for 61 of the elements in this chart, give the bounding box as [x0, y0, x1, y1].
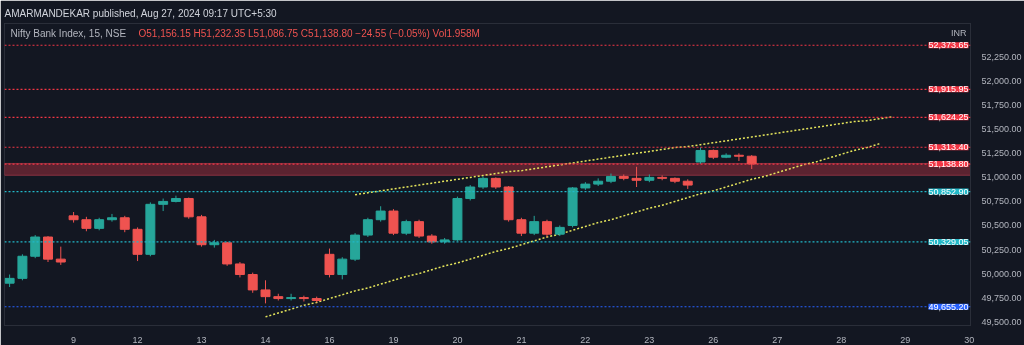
candlestick — [324, 248, 335, 278]
candlestick — [733, 152, 744, 162]
ref-line-label: 51,624.25 — [928, 112, 969, 123]
x-tick-label: 29 — [900, 334, 911, 345]
candlestick — [298, 295, 309, 302]
line-series — [264, 142, 881, 318]
x-tick-label: 16 — [324, 334, 335, 345]
y-tick-label: 52,250.00 — [981, 52, 1022, 63]
y-tick-label: 51,750.00 — [981, 100, 1022, 111]
x-tick-label: 9 — [71, 334, 77, 345]
x-tick-label: 23 — [644, 334, 655, 345]
x-tick-label: 13 — [196, 334, 207, 345]
ref-line-label: 51,313.40 — [928, 142, 969, 153]
x-tick-label: 12 — [132, 334, 143, 345]
candlestick — [529, 215, 540, 236]
y-tick-label: 49,750.00 — [981, 292, 1022, 303]
candlestick — [516, 217, 527, 237]
candlestick — [107, 213, 117, 223]
x-tick-label: 20 — [452, 334, 463, 345]
candlestick — [30, 234, 41, 259]
x-tick-label: 28 — [836, 334, 847, 345]
y-tick-label: 50,000.00 — [981, 268, 1022, 279]
y-tick-label: 51,500.00 — [981, 124, 1022, 135]
annotation: INR — [951, 27, 967, 38]
candlestick — [260, 279, 271, 304]
candlestick — [362, 217, 373, 238]
x-tick-label: 21 — [516, 334, 527, 345]
candlestick — [337, 256, 348, 280]
candlestick — [17, 253, 28, 281]
y-tick-label: 49,500.00 — [981, 316, 1022, 327]
candlestick — [286, 293, 297, 301]
candlestick — [388, 208, 399, 236]
candlestick — [55, 246, 66, 266]
chart-title: Nifty Bank Index, 15, NSE — [10, 27, 127, 39]
x-tick-label: 19 — [388, 334, 399, 345]
x-tick-label: 22 — [580, 334, 591, 345]
x-tick-label: 14 — [260, 334, 271, 345]
x-tick-label: 27 — [772, 334, 783, 345]
ref-line-label: 49,655.20 — [928, 301, 969, 312]
candlestick — [247, 272, 258, 294]
candlestick — [657, 174, 668, 181]
y-tick-label: 52,000.00 — [981, 76, 1022, 87]
y-tick-label: 50,500.00 — [981, 220, 1022, 231]
candlestick — [414, 219, 425, 239]
ref-line-label: 51,138.80 — [928, 159, 969, 170]
ref-line-label: 52,373.65 — [928, 40, 969, 51]
y-tick-label: 51,000.00 — [981, 172, 1022, 183]
x-tick-label: 30 — [964, 334, 975, 345]
ref-line-label: 51,915.95 — [928, 84, 969, 95]
candlestick — [222, 241, 233, 267]
ref-line-label: 50,852.90 — [928, 186, 969, 197]
ref-line-label: 50,329.05 — [928, 236, 969, 247]
chart-subtitle: O51,156.15 H51,232.35 L51,086.75 C51,138.80 −24.55 (−0.05%) Vol1.958M — [138, 27, 480, 39]
candlestick — [43, 235, 53, 263]
line-series — [354, 116, 894, 196]
y-tick-label: 50,750.00 — [981, 196, 1022, 207]
candlestick — [631, 166, 642, 188]
y-tick-label: 51,250.00 — [981, 148, 1022, 159]
y-tick-label: 50,250.00 — [981, 244, 1022, 255]
text: AMARMANDEKAR published, Aug 27, 2024 09:17 UTC+5:30 — [4, 7, 278, 19]
x-tick-label: 26 — [708, 334, 719, 345]
